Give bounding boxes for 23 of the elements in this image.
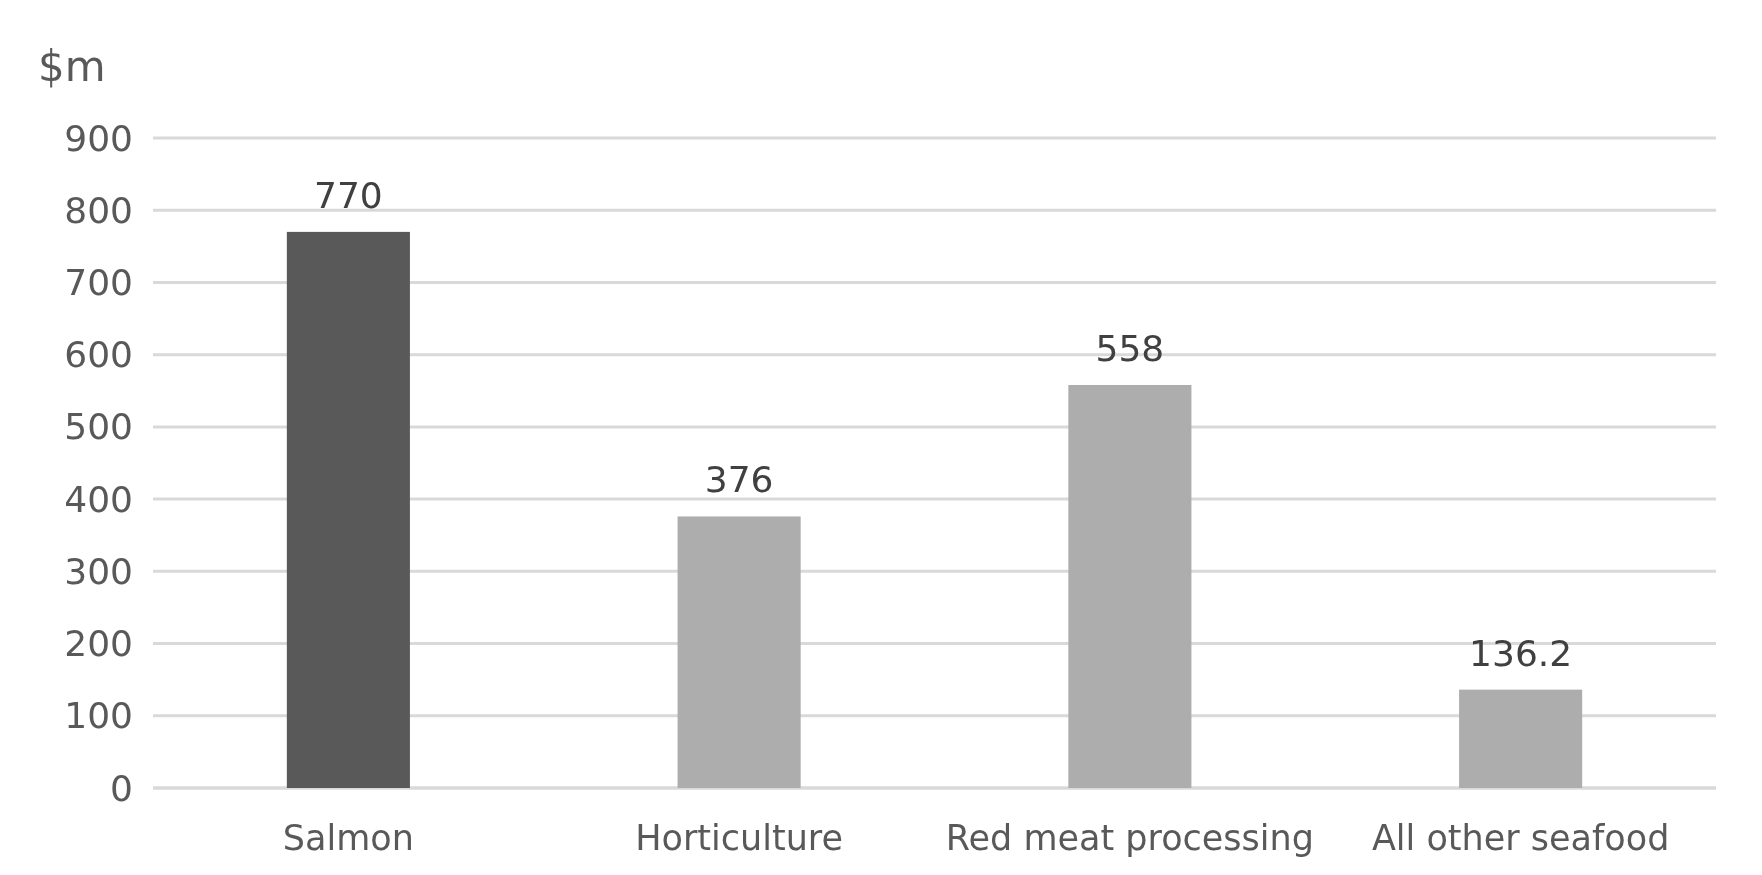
y-tick-label: 600 [64, 334, 133, 376]
data-label: 136.2 [1469, 632, 1573, 674]
y-tick-label: 800 [64, 189, 133, 231]
y-tick-label: 0 [110, 767, 133, 809]
x-tick-label: Salmon [282, 818, 414, 858]
y-tick-label: 100 [64, 695, 133, 737]
y-tick-label: 300 [64, 550, 133, 592]
y-tick-label: 700 [64, 262, 133, 304]
data-label: 770 [314, 174, 383, 216]
data-label: 376 [704, 459, 774, 501]
y-tick-label: 500 [64, 406, 133, 448]
y-axis-title: $m [38, 42, 106, 91]
y-tick-label: 400 [64, 478, 133, 520]
y-tick-label: 900 [64, 117, 133, 159]
bar [1459, 689, 1583, 788]
bar [1068, 385, 1192, 788]
y-tick-label: 200 [64, 623, 133, 665]
bar [286, 231, 410, 788]
x-tick-label: Red meat processing [945, 818, 1314, 858]
bar [677, 516, 801, 788]
data-label: 558 [1095, 328, 1165, 369]
x-tick-label: All other seafood [1371, 818, 1670, 858]
x-tick-label: Horticulture [635, 818, 844, 858]
